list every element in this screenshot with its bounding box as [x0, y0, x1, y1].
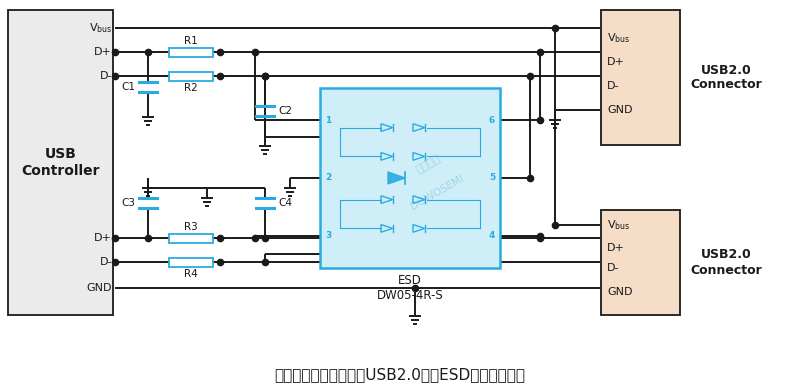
- Text: D-: D-: [99, 71, 112, 81]
- Text: D+: D+: [607, 57, 625, 67]
- Bar: [170, 234, 213, 243]
- Text: D-: D-: [607, 263, 619, 273]
- Text: 6: 6: [489, 116, 495, 125]
- Text: R1: R1: [184, 36, 198, 46]
- Text: C4: C4: [278, 198, 292, 208]
- Text: GND: GND: [607, 105, 633, 115]
- Polygon shape: [388, 172, 405, 184]
- Bar: [170, 48, 213, 57]
- Text: 5: 5: [489, 174, 495, 183]
- Text: 2: 2: [325, 174, 331, 183]
- Text: D-: D-: [607, 81, 619, 91]
- Text: D+: D+: [94, 233, 112, 243]
- Bar: [601, 10, 680, 145]
- Text: USB2.0
Connector: USB2.0 Connector: [690, 64, 762, 92]
- Text: V$_\mathregular{bus}$: V$_\mathregular{bus}$: [607, 31, 630, 45]
- Bar: [170, 71, 213, 80]
- Text: R4: R4: [184, 269, 198, 279]
- Text: 东伏电子: 东伏电子: [414, 152, 442, 175]
- Bar: [170, 257, 213, 266]
- Text: V$_\mathregular{bus}$: V$_\mathregular{bus}$: [89, 21, 112, 35]
- Text: USB2.0
Connector: USB2.0 Connector: [690, 248, 762, 277]
- Bar: [8, 10, 113, 315]
- Text: GND: GND: [607, 287, 633, 297]
- Text: GND: GND: [86, 283, 112, 293]
- Text: D-: D-: [99, 257, 112, 267]
- Text: C3: C3: [121, 198, 135, 208]
- Text: USB
Controller: USB Controller: [22, 147, 100, 177]
- Bar: [320, 88, 500, 268]
- Text: 汽车多媒体系统双通道USB2.0端口ESD静电保护方案: 汽车多媒体系统双通道USB2.0端口ESD静电保护方案: [274, 367, 526, 383]
- Text: V$_\mathregular{bus}$: V$_\mathregular{bus}$: [607, 218, 630, 232]
- Text: R3: R3: [184, 222, 198, 232]
- Text: D+: D+: [94, 47, 112, 57]
- Bar: [601, 210, 680, 315]
- Text: 1: 1: [325, 116, 331, 125]
- Text: 3: 3: [325, 231, 331, 240]
- Text: ESD
DW05-4R-S: ESD DW05-4R-S: [377, 274, 443, 302]
- Text: DOWOSEMI: DOWOSEMI: [409, 173, 466, 212]
- Text: D+: D+: [607, 243, 625, 253]
- Text: R2: R2: [184, 83, 198, 93]
- Text: C2: C2: [278, 106, 292, 116]
- Text: 4: 4: [489, 231, 495, 240]
- Text: C1: C1: [121, 82, 135, 92]
